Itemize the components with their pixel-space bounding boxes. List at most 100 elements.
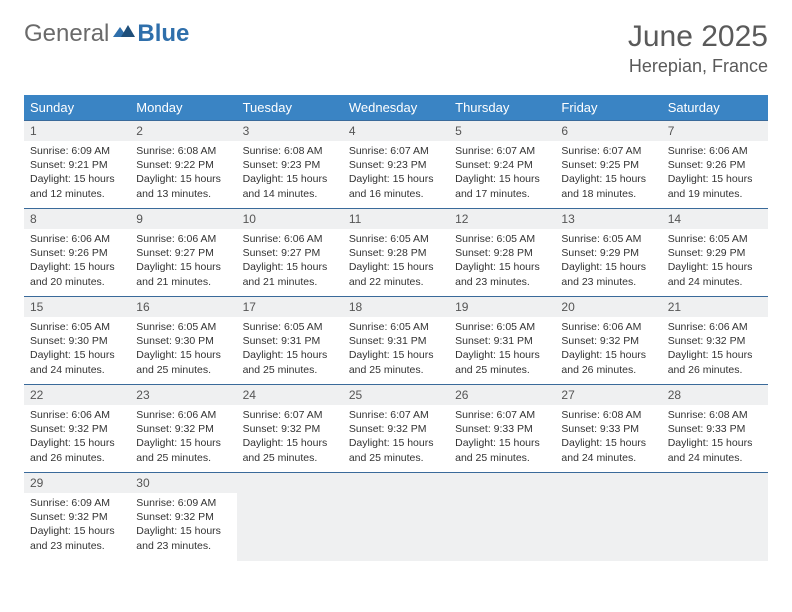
day-details: Sunrise: 6:08 AMSunset: 9:33 PMDaylight:…	[555, 405, 661, 469]
day-number: 9	[130, 209, 236, 229]
calendar-cell: 8Sunrise: 6:06 AMSunset: 9:26 PMDaylight…	[24, 209, 130, 297]
day-number: 29	[24, 473, 130, 493]
day-details: Sunrise: 6:05 AMSunset: 9:29 PMDaylight:…	[555, 229, 661, 293]
weekday-header-row: Sunday Monday Tuesday Wednesday Thursday…	[24, 95, 768, 121]
weekday-header: Tuesday	[237, 95, 343, 121]
day-number: 18	[343, 297, 449, 317]
day-details: Sunrise: 6:07 AMSunset: 9:25 PMDaylight:…	[555, 141, 661, 205]
calendar-cell	[343, 473, 449, 561]
empty-cell	[662, 473, 768, 493]
day-details: Sunrise: 6:06 AMSunset: 9:32 PMDaylight:…	[24, 405, 130, 469]
calendar-cell: 13Sunrise: 6:05 AMSunset: 9:29 PMDayligh…	[555, 209, 661, 297]
calendar-cell	[555, 473, 661, 561]
day-number: 12	[449, 209, 555, 229]
day-details: Sunrise: 6:05 AMSunset: 9:28 PMDaylight:…	[343, 229, 449, 293]
day-number: 24	[237, 385, 343, 405]
day-details: Sunrise: 6:06 AMSunset: 9:32 PMDaylight:…	[662, 317, 768, 381]
header: General Blue June 2025 Herepian, France	[24, 20, 768, 77]
calendar-cell: 7Sunrise: 6:06 AMSunset: 9:26 PMDaylight…	[662, 121, 768, 209]
calendar-cell: 21Sunrise: 6:06 AMSunset: 9:32 PMDayligh…	[662, 297, 768, 385]
day-details: Sunrise: 6:05 AMSunset: 9:31 PMDaylight:…	[343, 317, 449, 381]
empty-cell	[237, 473, 343, 493]
day-number: 16	[130, 297, 236, 317]
day-number: 3	[237, 121, 343, 141]
brand-part1: General	[24, 20, 109, 48]
empty-cell	[449, 473, 555, 493]
day-number: 27	[555, 385, 661, 405]
calendar-cell: 12Sunrise: 6:05 AMSunset: 9:28 PMDayligh…	[449, 209, 555, 297]
day-number: 6	[555, 121, 661, 141]
day-details: Sunrise: 6:05 AMSunset: 9:31 PMDaylight:…	[237, 317, 343, 381]
day-number: 28	[662, 385, 768, 405]
calendar-cell: 22Sunrise: 6:06 AMSunset: 9:32 PMDayligh…	[24, 385, 130, 473]
calendar-cell: 30Sunrise: 6:09 AMSunset: 9:32 PMDayligh…	[130, 473, 236, 561]
day-details: Sunrise: 6:07 AMSunset: 9:23 PMDaylight:…	[343, 141, 449, 205]
day-number: 15	[24, 297, 130, 317]
day-number: 20	[555, 297, 661, 317]
day-number: 26	[449, 385, 555, 405]
day-number: 25	[343, 385, 449, 405]
calendar-cell: 20Sunrise: 6:06 AMSunset: 9:32 PMDayligh…	[555, 297, 661, 385]
calendar-cell: 19Sunrise: 6:05 AMSunset: 9:31 PMDayligh…	[449, 297, 555, 385]
title-month: June 2025	[628, 20, 768, 54]
day-number: 23	[130, 385, 236, 405]
title-block: June 2025 Herepian, France	[628, 20, 768, 77]
weekday-header: Sunday	[24, 95, 130, 121]
calendar-cell: 17Sunrise: 6:05 AMSunset: 9:31 PMDayligh…	[237, 297, 343, 385]
calendar-cell: 11Sunrise: 6:05 AMSunset: 9:28 PMDayligh…	[343, 209, 449, 297]
calendar-cell: 5Sunrise: 6:07 AMSunset: 9:24 PMDaylight…	[449, 121, 555, 209]
calendar-cell: 15Sunrise: 6:05 AMSunset: 9:30 PMDayligh…	[24, 297, 130, 385]
day-details: Sunrise: 6:06 AMSunset: 9:32 PMDaylight:…	[555, 317, 661, 381]
calendar-cell: 3Sunrise: 6:08 AMSunset: 9:23 PMDaylight…	[237, 121, 343, 209]
calendar-cell: 9Sunrise: 6:06 AMSunset: 9:27 PMDaylight…	[130, 209, 236, 297]
day-details: Sunrise: 6:07 AMSunset: 9:32 PMDaylight:…	[343, 405, 449, 469]
flag-icon	[113, 20, 135, 48]
calendar-cell: 6Sunrise: 6:07 AMSunset: 9:25 PMDaylight…	[555, 121, 661, 209]
day-details: Sunrise: 6:06 AMSunset: 9:27 PMDaylight:…	[130, 229, 236, 293]
calendar-row: 1Sunrise: 6:09 AMSunset: 9:21 PMDaylight…	[24, 121, 768, 209]
calendar-cell	[237, 473, 343, 561]
calendar-cell	[662, 473, 768, 561]
weekday-header: Thursday	[449, 95, 555, 121]
day-number: 21	[662, 297, 768, 317]
calendar-cell: 1Sunrise: 6:09 AMSunset: 9:21 PMDaylight…	[24, 121, 130, 209]
day-number: 22	[24, 385, 130, 405]
day-details: Sunrise: 6:05 AMSunset: 9:31 PMDaylight:…	[449, 317, 555, 381]
day-details: Sunrise: 6:07 AMSunset: 9:32 PMDaylight:…	[237, 405, 343, 469]
day-details: Sunrise: 6:06 AMSunset: 9:32 PMDaylight:…	[130, 405, 236, 469]
day-details: Sunrise: 6:06 AMSunset: 9:26 PMDaylight:…	[24, 229, 130, 293]
calendar-body: 1Sunrise: 6:09 AMSunset: 9:21 PMDaylight…	[24, 121, 768, 561]
day-number: 7	[662, 121, 768, 141]
calendar-row: 29Sunrise: 6:09 AMSunset: 9:32 PMDayligh…	[24, 473, 768, 561]
calendar-cell: 25Sunrise: 6:07 AMSunset: 9:32 PMDayligh…	[343, 385, 449, 473]
calendar-cell: 29Sunrise: 6:09 AMSunset: 9:32 PMDayligh…	[24, 473, 130, 561]
calendar-cell: 23Sunrise: 6:06 AMSunset: 9:32 PMDayligh…	[130, 385, 236, 473]
calendar-row: 8Sunrise: 6:06 AMSunset: 9:26 PMDaylight…	[24, 209, 768, 297]
calendar-cell: 28Sunrise: 6:08 AMSunset: 9:33 PMDayligh…	[662, 385, 768, 473]
day-details: Sunrise: 6:06 AMSunset: 9:26 PMDaylight:…	[662, 141, 768, 205]
day-details: Sunrise: 6:05 AMSunset: 9:30 PMDaylight:…	[130, 317, 236, 381]
calendar-cell: 4Sunrise: 6:07 AMSunset: 9:23 PMDaylight…	[343, 121, 449, 209]
day-number: 1	[24, 121, 130, 141]
day-number: 11	[343, 209, 449, 229]
weekday-header: Monday	[130, 95, 236, 121]
day-number: 17	[237, 297, 343, 317]
day-details: Sunrise: 6:08 AMSunset: 9:33 PMDaylight:…	[662, 405, 768, 469]
day-number: 5	[449, 121, 555, 141]
calendar-cell: 2Sunrise: 6:08 AMSunset: 9:22 PMDaylight…	[130, 121, 236, 209]
day-number: 13	[555, 209, 661, 229]
day-details: Sunrise: 6:07 AMSunset: 9:33 PMDaylight:…	[449, 405, 555, 469]
day-number: 4	[343, 121, 449, 141]
day-details: Sunrise: 6:06 AMSunset: 9:27 PMDaylight:…	[237, 229, 343, 293]
day-details: Sunrise: 6:09 AMSunset: 9:21 PMDaylight:…	[24, 141, 130, 205]
calendar-cell	[449, 473, 555, 561]
empty-cell	[343, 473, 449, 493]
day-number: 19	[449, 297, 555, 317]
day-details: Sunrise: 6:05 AMSunset: 9:28 PMDaylight:…	[449, 229, 555, 293]
day-details: Sunrise: 6:09 AMSunset: 9:32 PMDaylight:…	[130, 493, 236, 557]
title-location: Herepian, France	[628, 56, 768, 77]
day-number: 2	[130, 121, 236, 141]
calendar-cell: 27Sunrise: 6:08 AMSunset: 9:33 PMDayligh…	[555, 385, 661, 473]
day-number: 30	[130, 473, 236, 493]
brand-part2: Blue	[137, 20, 189, 48]
